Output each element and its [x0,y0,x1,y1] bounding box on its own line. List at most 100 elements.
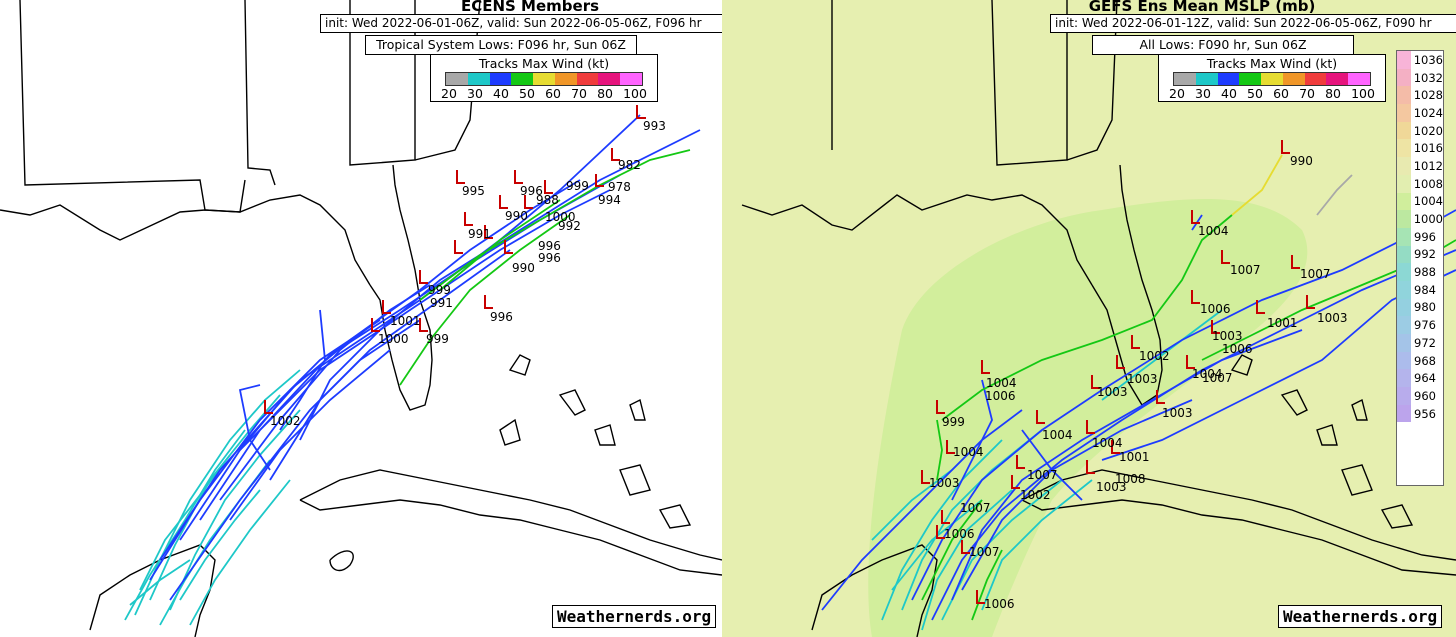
mslp-label: 992 [1414,247,1436,262]
mslp-swatch [1397,227,1411,246]
pressure-label: 1003 [929,476,960,490]
mslp-swatch [1397,157,1411,175]
mslp-label: 976 [1414,318,1436,333]
pressure-label: 1007 [1230,263,1261,277]
legend-tick: 100 [1351,86,1375,101]
pressure-label: 999 [428,283,451,297]
legend-tick: 40 [1221,86,1237,101]
pressure-label: 999 [942,415,965,429]
pressure-label: 994 [598,193,621,207]
storm-tracks [124,114,701,626]
mslp-label: 1004 [1413,194,1443,209]
legend-swatch [446,73,468,85]
legend-swatch [554,73,577,85]
mslp-scale-row: 996 [1397,227,1443,246]
mslp-scale-row: 1008 [1397,174,1443,193]
mslp-scale-row: 1004 [1397,192,1443,211]
pressure-label: 1001 [390,314,421,328]
mslp-label: 956 [1414,406,1436,421]
mslp-label: 1016 [1413,141,1443,156]
mslp-label: 1028 [1413,88,1443,103]
mslp-scale-row: 1024 [1397,104,1443,122]
mslp-scale-row: 1020 [1397,121,1443,140]
legend-tick: 80 [1325,86,1341,101]
pressure-label: 990 [512,261,535,275]
gefs-map-panel: 990 1004 1007 1007 1006 1001 1003 1003 1… [722,0,1456,637]
legend-tick: 20 [1169,86,1185,101]
mslp-scale-row: 1032 [1397,68,1443,87]
pressure-label: 1002 [1020,488,1051,502]
mslp-scale-row: 984 [1397,280,1443,299]
map-subtitle: Tropical System Lows: F096 hr, Sun 06Z [365,35,637,55]
legend-swatch [1326,73,1349,85]
mslp-label: 988 [1414,265,1436,280]
mslp-swatch [1397,86,1411,105]
pressure-label: 1007 [960,501,991,515]
mslp-scale-row: 976 [1397,316,1443,334]
mslp-label: 1008 [1413,176,1443,191]
mslp-scale-row: 1000 [1397,210,1443,228]
legend-tick: 40 [493,86,509,101]
pressure-label: 1006 [1200,302,1231,316]
init-valid-line: init: Wed 2022-06-01-12Z, valid: Sun 202… [1050,14,1456,33]
low-markers [921,140,1315,604]
legend-tick: 60 [1273,86,1289,101]
init-valid-line: init: Wed 2022-06-01-06Z, valid: Sun 202… [320,14,722,33]
mslp-scale-row: 992 [1397,245,1443,264]
mslp-swatch [1397,51,1411,69]
mslp-scale-row: 988 [1397,263,1443,281]
mslp-scale-row: 980 [1397,298,1443,317]
pressure-label: 1004 [1198,224,1229,238]
map-subtitle: All Lows: F090 hr, Sun 06Z [1092,35,1354,55]
legend-ticks: 20 30 40 50 60 70 80 100 [1169,86,1375,102]
pressure-label: 990 [1290,154,1313,168]
pressure-label: 999 [426,332,449,346]
mslp-label: 1036 [1413,52,1443,67]
mslp-swatch [1397,316,1411,334]
legend-color-bar [1173,72,1371,86]
mslp-swatch [1397,280,1411,299]
pressure-label: 1003 [1317,311,1348,325]
pressure-label: 1006 [985,389,1016,403]
pressure-label: 1000 [545,210,576,224]
mslp-scale-row: 1012 [1397,157,1443,175]
mslp-swatch [1397,174,1411,193]
ecens-map: 993 982 978 995 996 999 994 988 990 1000… [0,0,722,637]
pressure-label: 991 [430,296,453,310]
legend-tick: 50 [1247,86,1263,101]
mslp-label: 980 [1414,300,1436,315]
pressure-label: 1003 [1212,329,1243,343]
pressure-label: 1007 [1202,371,1233,385]
legend-tick: 70 [571,86,587,101]
mslp-swatch [1397,387,1411,405]
legend-swatch [1261,73,1283,85]
mslp-swatch [1397,298,1411,317]
pressure-label: 996 [538,239,561,253]
ecens-map-panel: 993 982 978 995 996 999 994 988 990 1000… [0,0,722,637]
wind-legend: Tracks Max Wind (kt) 20 30 40 50 60 70 80 100 [1158,54,1386,102]
mslp-label: 968 [1414,353,1436,368]
mslp-swatch [1397,369,1411,388]
mslp-swatch [1397,334,1411,352]
mslp-scale-row: 1016 [1397,139,1443,158]
mslp-label: 1020 [1413,123,1443,138]
mslp-label: 960 [1414,388,1436,403]
legend-swatch [1174,73,1196,85]
legend-swatch [1217,73,1240,85]
pressure-label: 995 [462,184,485,198]
legend-tick: 100 [623,86,647,101]
legend-tick: 30 [467,86,483,101]
mslp-swatch [1397,404,1411,423]
legend-swatch [1304,73,1327,85]
pressure-label: 1007 [1027,468,1058,482]
gefs-map: 990 1004 1007 1007 1006 1001 1003 1003 1… [741,0,1456,637]
mslp-swatch [1397,192,1411,211]
pressure-label: 1004 [953,445,984,459]
pressure-label: 990 [505,209,528,223]
mslp-label: 996 [1414,229,1436,244]
mslp-swatch [1397,68,1411,87]
mslp-scale-row: 972 [1397,334,1443,352]
legend-swatch [533,73,555,85]
pressure-label: 1000 [378,332,409,346]
mslp-swatch [1397,245,1411,264]
